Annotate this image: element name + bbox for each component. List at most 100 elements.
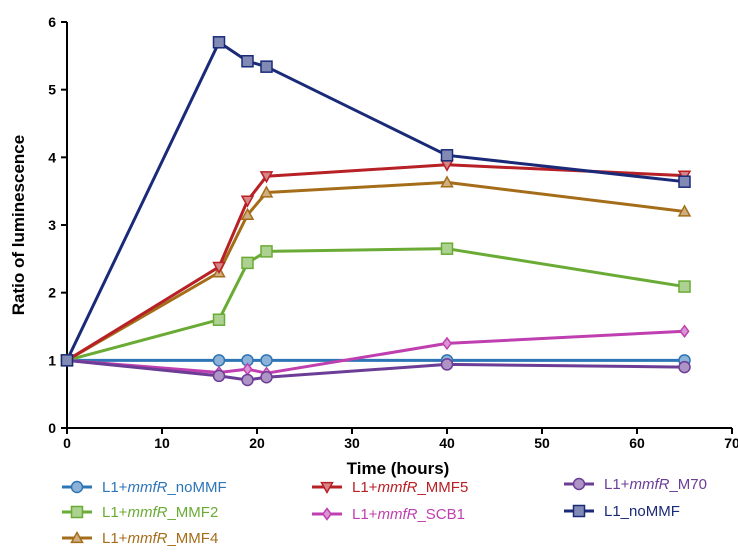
- legend-marker: [572, 504, 586, 518]
- data-point: [260, 60, 273, 73]
- legend-item: L1+mmfR_MMF2: [60, 502, 218, 522]
- data-point: [678, 280, 691, 293]
- x-tick-label: 70: [724, 435, 738, 451]
- legend-swatch: [564, 477, 594, 491]
- legend-item: L1+mmfR_SCB1: [310, 504, 465, 524]
- data-point: [212, 36, 226, 49]
- y-tick-label: 3: [48, 217, 56, 233]
- legend-item: L1+mmfR_noMMF: [60, 477, 227, 497]
- legend-marker: [320, 481, 334, 495]
- y-tick-label: 1: [48, 352, 56, 368]
- data-point: [212, 369, 226, 383]
- x-tick-label: 30: [344, 435, 360, 451]
- series-line-4: [66, 329, 685, 375]
- legend-item: L1+mmfR_MMF4: [60, 528, 218, 548]
- legend-swatch: [564, 504, 594, 518]
- data-point: [260, 354, 273, 367]
- legend-marker: [70, 505, 84, 519]
- y-tick-label: 4: [48, 149, 56, 165]
- legend-item: L1_noMMF: [562, 501, 680, 521]
- x-tick-label: 40: [439, 435, 455, 451]
- legend-marker: [70, 530, 84, 544]
- legend-marker: [572, 477, 586, 491]
- data-point: [240, 195, 255, 208]
- series-lines: [65, 40, 685, 382]
- y-tick-label: 0: [48, 420, 56, 436]
- series-line-2: [66, 180, 685, 362]
- legend-label-gene: mmfR: [377, 478, 418, 496]
- legend-label-prefix: L1_noMMF: [604, 502, 680, 520]
- legend-swatch: [312, 507, 342, 521]
- legend-label: L1+mmfR_MMF2: [102, 504, 218, 521]
- legend-label-prefix: L1+: [352, 478, 378, 496]
- legend-label-prefix: L1+: [102, 529, 128, 547]
- x-tick-label: 0: [63, 435, 71, 451]
- legend-swatch: [62, 480, 92, 494]
- x-tick-label: 10: [154, 435, 170, 451]
- y-axis-title: Ratio of luminescence: [9, 135, 28, 315]
- data-point: [260, 245, 273, 258]
- series-line-6: [65, 40, 685, 361]
- data-point: [440, 175, 454, 188]
- x-tick-label: 20: [249, 435, 265, 451]
- data-point: [678, 175, 691, 188]
- series-line-5: [66, 358, 685, 382]
- data-point: [440, 242, 454, 255]
- data-point: [241, 54, 254, 68]
- legend-label-suffix: _MMF2: [167, 503, 219, 521]
- data-point: [260, 371, 273, 384]
- data-point: [679, 324, 690, 338]
- legend-item: L1+mmfR_MMF5: [310, 477, 468, 497]
- legend-swatch: [312, 481, 342, 495]
- legend-label-prefix: L1+: [102, 503, 128, 521]
- y-tick-label: 5: [48, 82, 56, 98]
- data-point: [212, 261, 226, 274]
- axes: 0 10 20 30 40 50 60 70 0 1 2 3 4 5 6: [48, 14, 738, 451]
- data-point: [440, 149, 454, 162]
- legend-label-gene: mmfR: [377, 505, 418, 523]
- legend-label-suffix: _SCB1: [417, 505, 465, 523]
- data-point: [441, 336, 453, 351]
- legend-item: L1+mmfR_M70: [562, 474, 707, 494]
- series-line-3: [66, 163, 685, 362]
- legend-label-gene: mmfR: [127, 478, 168, 496]
- legend-label-gene: mmfR: [127, 529, 168, 547]
- data-point: [240, 207, 255, 220]
- legend-swatch: [62, 505, 92, 519]
- x-tick-label: 60: [629, 435, 645, 451]
- y-tick-label: 2: [48, 285, 56, 301]
- legend-label: L1+mmfR_SCB1: [352, 506, 465, 523]
- data-point: [678, 360, 691, 374]
- y-tick-label: 6: [48, 14, 56, 30]
- legend-label-gene: mmfR: [127, 503, 168, 521]
- legend-label-suffix: _noMMF: [167, 478, 227, 496]
- legend-marker: [321, 507, 333, 521]
- legend-label: L1+mmfR_M70: [604, 476, 707, 493]
- data-point: [259, 185, 274, 198]
- legend-label: L1_noMMF: [604, 503, 680, 520]
- legend-label-suffix: _M70: [669, 475, 707, 493]
- series-line-1: [66, 247, 685, 362]
- x-axis-title: Time (hours): [347, 459, 450, 478]
- series-markers: [60, 36, 692, 387]
- legend-label-prefix: L1+: [604, 475, 630, 493]
- legend-marker: [70, 480, 84, 494]
- data-point: [241, 256, 254, 270]
- legend-swatch: [62, 530, 92, 544]
- data-point: [212, 313, 226, 326]
- data-point: [677, 204, 692, 217]
- legend-label: L1+mmfR_MMF5: [352, 479, 468, 496]
- data-point: [241, 373, 254, 387]
- x-tick-label: 50: [534, 435, 550, 451]
- data-point: [212, 354, 226, 367]
- data-point: [60, 354, 74, 367]
- legend-label-gene: mmfR: [629, 475, 670, 493]
- legend-label-prefix: L1+: [352, 505, 378, 523]
- legend-label: L1+mmfR_MMF4: [102, 530, 218, 547]
- data-point: [440, 358, 454, 371]
- legend-label-suffix: _MMF5: [417, 478, 469, 496]
- data-point: [259, 171, 274, 184]
- legend-label: L1+mmfR_noMMF: [102, 479, 227, 496]
- legend-label-prefix: L1+: [102, 478, 128, 496]
